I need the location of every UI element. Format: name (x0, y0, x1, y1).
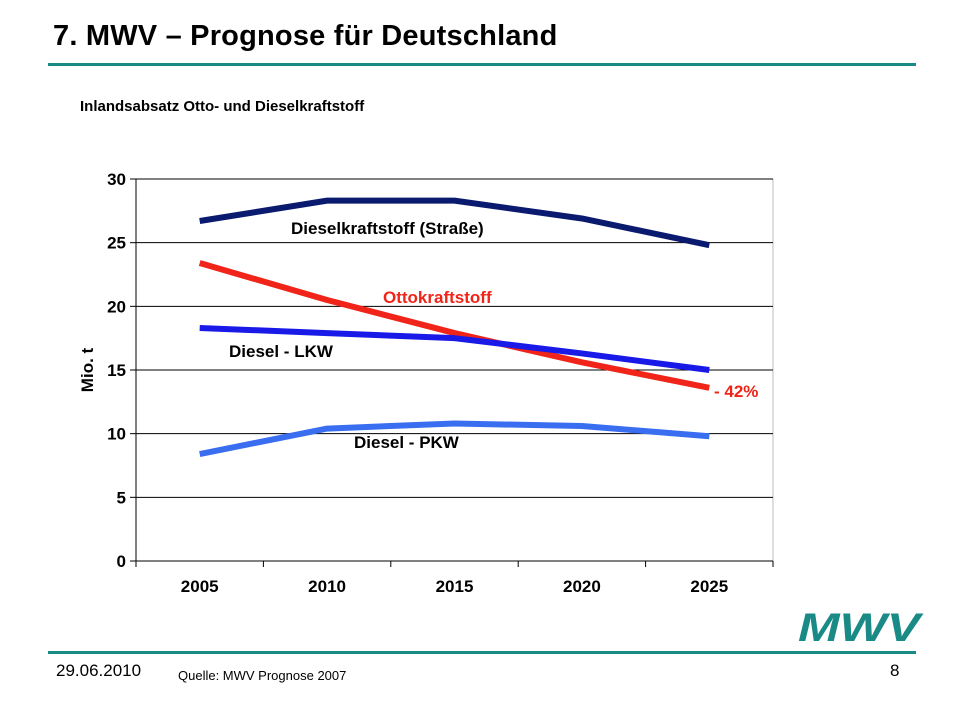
page-title: 7. MWV – Prognose für Deutschland (53, 20, 558, 52)
series-label: Diesel - LKW (229, 342, 334, 361)
logo-lettering: MWV (798, 610, 924, 646)
x-tick-label: 2025 (690, 577, 728, 596)
y-tick-label: 0 (117, 552, 126, 571)
y-tick-label: 15 (107, 361, 126, 380)
footer-source: Quelle: MWV Prognose 2007 (178, 668, 347, 683)
footer-divider (48, 651, 916, 654)
series-diesel-pkw (199, 420, 710, 457)
y-axis-label: Mio. t (78, 347, 97, 392)
series-label: Ottokraftstoff (383, 288, 492, 307)
series-label: Dieselkraftstoff (Straße) (291, 219, 484, 238)
page-number: 8 (890, 661, 900, 680)
y-tick-label: 20 (107, 297, 126, 316)
series-ottokraftstoff (198, 260, 710, 391)
x-tick-label: 2005 (181, 577, 219, 596)
chart-subtitle: Inlandsabsatz Otto- und Dieselkraftstoff (80, 98, 365, 115)
series-diesel-lkw (199, 324, 710, 373)
mwv-logo: MWV (796, 610, 924, 646)
y-tick-label: 30 (107, 170, 126, 189)
y-tick-label: 25 (107, 234, 126, 253)
footer-date: 29.06.2010 (56, 661, 142, 680)
x-tick-label: 2015 (436, 577, 474, 596)
x-tick-label: 2020 (563, 577, 601, 596)
x-tick-label: 2010 (308, 577, 346, 596)
y-tick-label: 10 (107, 425, 126, 444)
series-label: Diesel - PKW (354, 433, 460, 452)
title-divider (48, 63, 916, 66)
series-dieselkraftstoff-strasse (199, 197, 710, 249)
annotation-label: - 42% (714, 382, 758, 401)
y-tick-label: 5 (117, 488, 126, 507)
